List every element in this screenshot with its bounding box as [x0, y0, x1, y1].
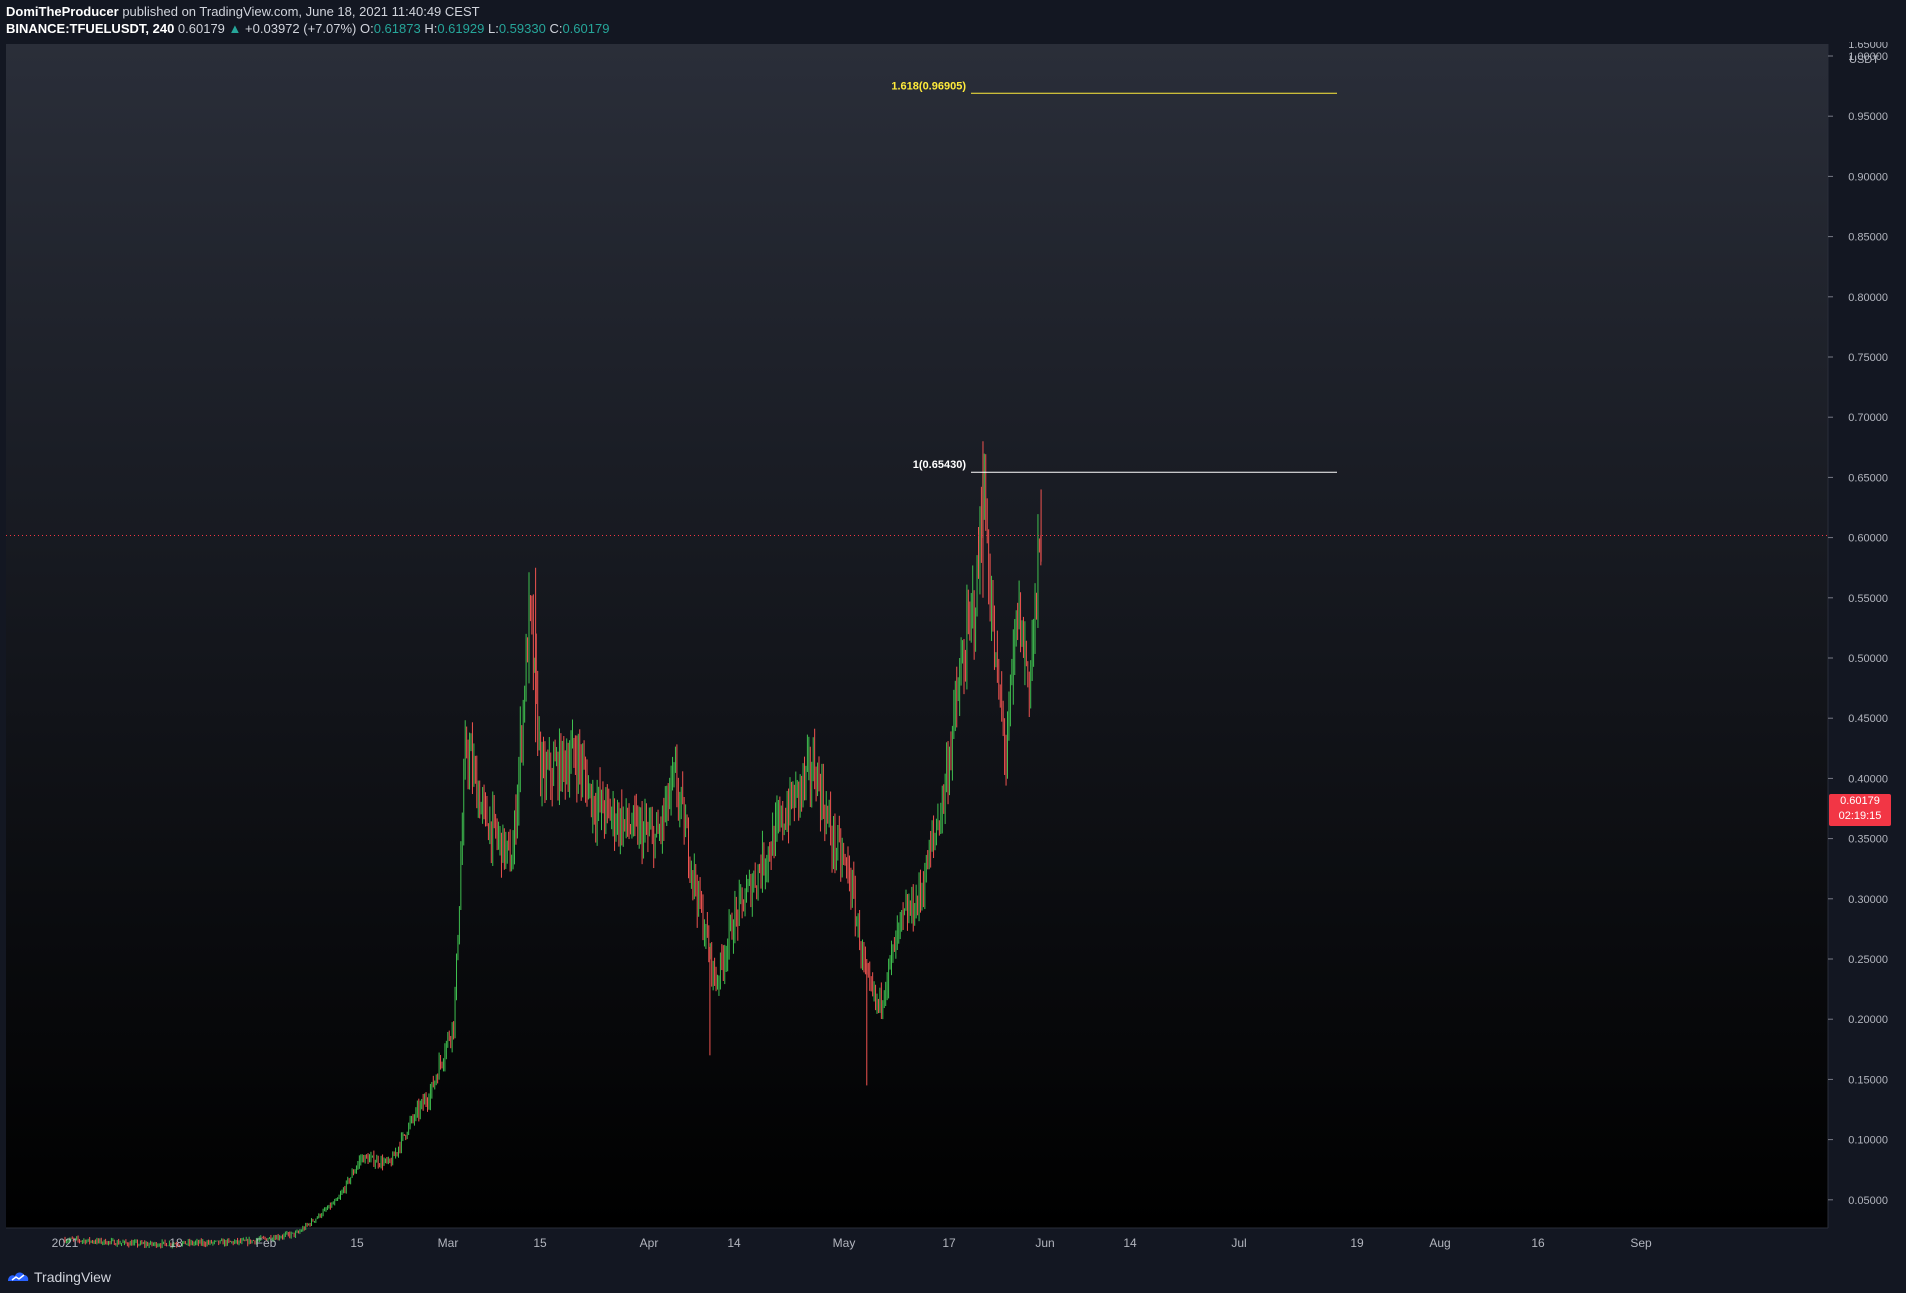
- symbol-line: BINANCE:TFUELUSDT, 240 0.60179 ▲ +0.0397…: [6, 21, 609, 36]
- price-change: +0.03972 (+7.07%): [245, 21, 357, 36]
- price-tick-label: 0.05000: [1848, 1195, 1888, 1207]
- fib-level-label: 1(0.65430): [913, 459, 967, 471]
- chart-header: DomiTheProducer published on TradingView…: [0, 0, 1906, 42]
- time-tick-label: Jun: [1035, 1236, 1054, 1250]
- publish-line: DomiTheProducer published on TradingView…: [6, 4, 480, 19]
- price-tick-label: 0.30000: [1848, 894, 1888, 906]
- candlestick-series: [64, 441, 1042, 1249]
- price-tick-label: 0.25000: [1848, 954, 1888, 966]
- tradingview-logo-icon[interactable]: [6, 1269, 30, 1285]
- price-tick-label: 0.70000: [1848, 412, 1888, 424]
- price-tick-label: 0.35000: [1848, 834, 1888, 846]
- footer-bar: TradingView: [0, 1261, 1906, 1293]
- fib-level-label: 1.618(0.96905): [891, 80, 966, 92]
- price-tick-label: 0.55000: [1848, 593, 1888, 605]
- close-label: C:: [549, 21, 563, 36]
- time-tick-label: Sep: [1630, 1236, 1652, 1250]
- time-tick-label: 15: [533, 1236, 547, 1250]
- low-value: 0.59330: [498, 21, 546, 36]
- time-tick-label: 19: [1350, 1236, 1364, 1250]
- price-tick-label: 0.60000: [1848, 533, 1888, 545]
- price-tick-label: 0.80000: [1848, 292, 1888, 304]
- time-scale-ticks: 2021 18 Feb 15 Mar 15 Apr 14 May 17 Jun 14 Jul 19 Aug 1…: [52, 1236, 1652, 1250]
- price-tick-top: 1.65000: [1848, 42, 1888, 51]
- time-tick-label: May: [833, 1236, 856, 1250]
- price-tick-label: 0.65000: [1848, 472, 1888, 484]
- time-tick-label: 14: [727, 1236, 741, 1250]
- footer-brand[interactable]: TradingView: [34, 1269, 112, 1285]
- current-price-badge: 0.60179 02:19:15: [1829, 794, 1891, 826]
- time-tick-label: 14: [1123, 1236, 1137, 1250]
- price-tick-label: 0.85000: [1848, 232, 1888, 244]
- plot-background: [6, 44, 1828, 1228]
- time-tick-label: Mar: [438, 1236, 459, 1250]
- high-value: 0.61929: [437, 21, 485, 36]
- low-label: L:: [487, 21, 499, 36]
- badge-countdown: 02:19:15: [1838, 810, 1882, 822]
- time-tick-label: Apr: [640, 1236, 659, 1250]
- price-tick-label: 0.20000: [1848, 1014, 1888, 1026]
- time-tick-label: Feb: [256, 1236, 277, 1250]
- price-tick-label: 0.95000: [1848, 111, 1888, 123]
- up-arrow-icon: ▲: [228, 21, 242, 36]
- price-scale-ticks: 1.600001.550001.500001.450001.400001.350…: [1828, 51, 1888, 1207]
- price-tick-label: 0.50000: [1848, 653, 1888, 665]
- close-value: 0.60179: [562, 21, 610, 36]
- chart-canvas[interactable]: 2.618(1.47835)2(1.16360)1.618(0.96905)1(…: [0, 42, 1906, 1261]
- price-tick-label: 0.45000: [1848, 713, 1888, 725]
- open-label: O:: [359, 21, 374, 36]
- publish-info: published on TradingView.com, June 18, 2…: [122, 4, 480, 19]
- fib-extension-tool[interactable]: 2.618(1.47835)2(1.16360)1.618(0.96905)1(…: [891, 42, 1337, 473]
- symbol-label[interactable]: BINANCE:TFUELUSDT, 240: [6, 21, 175, 36]
- open-value: 0.61873: [373, 21, 421, 36]
- time-tick-label: 15: [350, 1236, 364, 1250]
- price-scale-panel: [1828, 44, 1906, 1228]
- high-label: H:: [424, 21, 438, 36]
- time-tick-label: Aug: [1429, 1236, 1450, 1250]
- price-tick-label: 0.75000: [1848, 352, 1888, 364]
- time-tick-label: 2021: [52, 1236, 79, 1250]
- time-tick-label: Jul: [1231, 1236, 1246, 1250]
- currency-label: USDT: [1849, 54, 1879, 66]
- author-name[interactable]: DomiTheProducer: [6, 4, 119, 19]
- price-tick-label: 0.15000: [1848, 1074, 1888, 1086]
- badge-price: 0.60179: [1840, 795, 1880, 807]
- time-scale-panel: [6, 1228, 1906, 1261]
- time-tick-label: 18: [169, 1236, 183, 1250]
- price-tick-label: 0.40000: [1848, 773, 1888, 785]
- time-tick-label: 16: [1531, 1236, 1545, 1250]
- time-tick-label: 17: [942, 1236, 956, 1250]
- price-tick-label: 1.00000: [1848, 51, 1888, 63]
- price-tick-label: 0.10000: [1848, 1135, 1888, 1147]
- last-price: 0.60179: [177, 21, 225, 36]
- price-tick-label: 0.90000: [1848, 171, 1888, 183]
